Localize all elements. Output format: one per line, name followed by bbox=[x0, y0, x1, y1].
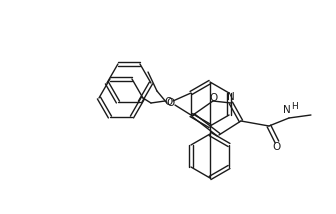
Text: O: O bbox=[273, 142, 281, 152]
Text: N: N bbox=[283, 105, 291, 115]
Text: N: N bbox=[227, 92, 235, 102]
Text: O: O bbox=[167, 98, 175, 108]
Text: O: O bbox=[165, 97, 173, 107]
Text: O: O bbox=[210, 93, 218, 103]
Text: H: H bbox=[292, 101, 298, 110]
